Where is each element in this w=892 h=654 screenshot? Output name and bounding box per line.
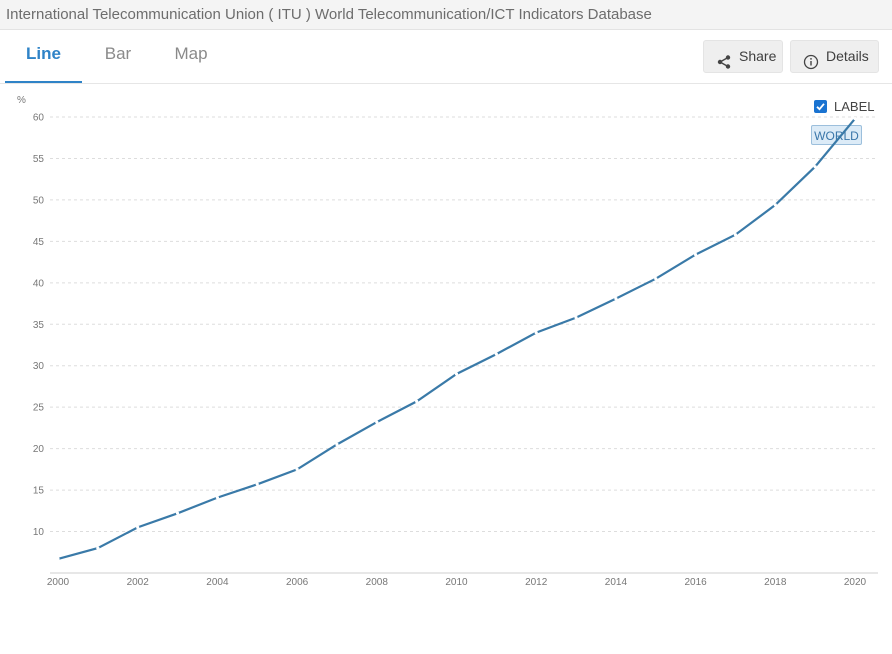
label-checkbox-text: LABEL (834, 99, 875, 114)
y-tick-label: 35 (33, 320, 45, 331)
y-tick-label: 40 (33, 278, 45, 289)
y-tick-label: 60 (33, 113, 45, 124)
share-button[interactable]: Share (703, 40, 783, 73)
y-tick-label: 20 (33, 444, 45, 455)
data-point[interactable] (215, 495, 219, 500)
y-tick-label: 30 (33, 361, 45, 372)
checkmark-icon (816, 103, 825, 111)
y-tick-label: 55 (33, 154, 45, 165)
line-chart: % 10 15 20 25 30 35 40 45 50 55 60 2000 2002 2004 200… (17, 95, 878, 588)
x-tick-label: 2018 (764, 577, 787, 588)
x-tick-label: 2016 (684, 577, 707, 588)
data-point[interactable] (136, 525, 140, 529)
y-tick-label: 45 (33, 237, 45, 248)
data-point[interactable] (853, 117, 857, 121)
data-point[interactable] (454, 372, 459, 376)
data-point[interactable] (415, 399, 419, 403)
x-tick-label: 2020 (844, 577, 867, 588)
data-point[interactable] (255, 482, 259, 486)
data-point[interactable] (773, 203, 777, 207)
x-tick-label: 2002 (127, 577, 150, 588)
data-point[interactable] (813, 165, 817, 169)
tabs-divider (0, 83, 892, 84)
data-point[interactable] (375, 420, 379, 424)
data-point[interactable] (335, 442, 339, 447)
data-point[interactable] (494, 352, 498, 356)
y-tick-label: 10 (33, 527, 45, 538)
y-tick-label: 25 (33, 403, 45, 414)
tab-bar[interactable]: Bar (104, 44, 132, 63)
label-checkbox[interactable] (814, 100, 827, 113)
chart-panel: Line Bar Map Share Details (0, 29, 892, 654)
data-point[interactable] (295, 467, 299, 471)
share-label: Share (739, 48, 777, 64)
data-point[interactable] (56, 557, 60, 561)
series-tag-world: WORLD (811, 125, 862, 145)
data-point[interactable] (733, 233, 738, 237)
tab-line[interactable]: Line (5, 30, 82, 83)
x-tick-label: 2006 (286, 577, 309, 588)
x-tick-label: 2014 (605, 577, 628, 588)
y-axis-unit-label: % (17, 95, 26, 106)
details-button[interactable]: Details (790, 40, 879, 73)
series-line-world (57, 117, 856, 560)
x-tick-label: 2008 (366, 577, 389, 588)
x-tick-label: 2012 (525, 577, 548, 588)
x-tick-label: 2010 (445, 577, 468, 588)
data-point[interactable] (96, 546, 100, 550)
data-point[interactable] (175, 511, 180, 515)
x-tick-label: 2004 (206, 577, 229, 588)
data-point[interactable] (694, 253, 698, 257)
info-icon (803, 49, 819, 69)
tab-map[interactable]: Map (174, 44, 208, 63)
y-tick-label: 50 (33, 195, 45, 206)
y-tick-label: 15 (33, 486, 45, 497)
data-point[interactable] (614, 296, 618, 301)
data-point[interactable] (574, 316, 578, 320)
data-point[interactable] (534, 330, 538, 335)
share-icon (716, 49, 732, 69)
x-tick-label: 2000 (47, 577, 70, 588)
data-point[interactable] (654, 277, 658, 281)
legend: LABEL (814, 99, 874, 114)
details-label: Details (826, 48, 869, 64)
source-title: International Telecommunication Union ( … (6, 6, 652, 23)
